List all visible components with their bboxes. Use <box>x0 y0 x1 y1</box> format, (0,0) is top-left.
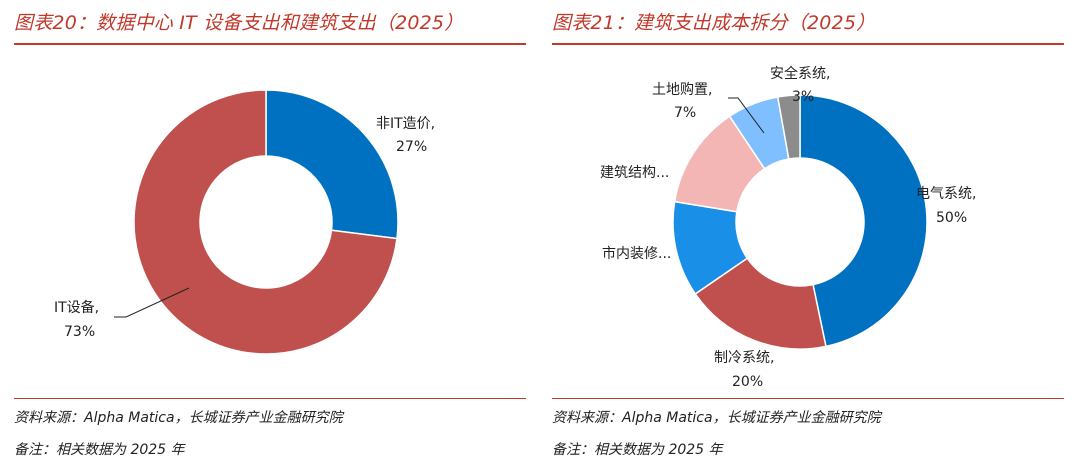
label-electrical-pct: 50% <box>936 210 967 226</box>
title-divider <box>552 43 1064 45</box>
slice-non-it-cost <box>265 89 399 240</box>
chart-title: 图表20：数据中心 IT 设备支出和建筑支出（2025） <box>14 12 464 34</box>
donut-chart-it-vs-building: 非IT造价, 27% IT设备, 73% <box>54 89 435 355</box>
footer-divider <box>552 398 1064 399</box>
remark-note: 备注：相关数据为 2025 年 <box>552 442 723 458</box>
label-cooling-pct: 20% <box>732 374 763 390</box>
label-land-pct: 7% <box>674 105 696 121</box>
label-it-equipment-name: IT设备, <box>54 299 99 316</box>
source-note: 资料来源：Alpha Matica，长城证券产业金融研究院 <box>552 410 881 426</box>
label-electrical-name: 电气系统, <box>916 186 976 202</box>
label-security-pct: 3% <box>792 89 814 105</box>
label-land-name: 土地购置, <box>652 82 712 98</box>
label-structure-name: 建筑结构... <box>600 165 669 181</box>
source-note: 资料来源：Alpha Matica，长城证券产业金融研究院 <box>14 410 343 426</box>
label-non-it-cost-name: 非IT造价, <box>376 116 435 132</box>
label-interior-name: 市内装修... <box>602 245 671 262</box>
panel-building-cost-breakdown: 图表21：建筑支出成本拆分（2025） 电气系统, 50% 制冷系统, 20% … <box>552 0 1066 466</box>
title-divider <box>14 43 526 45</box>
label-cooling-name: 制冷系统, <box>714 350 774 366</box>
footer-divider <box>14 398 526 399</box>
chart-title: 图表21：建筑支出成本拆分（2025） <box>552 12 876 34</box>
label-it-equipment-pct: 73% <box>64 324 95 340</box>
slice-it-equipment <box>133 89 398 355</box>
donut-chart-building-cost: 电气系统, 50% 制冷系统, 20% 市内装修... 建筑结构... 土地购置… <box>600 65 976 390</box>
leader-line-it-equipment <box>114 287 190 318</box>
slice-electrical-system <box>799 94 928 348</box>
label-security-name: 安全系统, <box>770 65 830 82</box>
label-non-it-cost-pct: 27% <box>396 139 427 155</box>
leader-line-land-purchase <box>728 97 765 134</box>
remark-note: 备注：相关数据为 2025 年 <box>14 442 185 458</box>
slice-security-system <box>776 94 801 160</box>
panel-it-vs-building: 图表20：数据中心 IT 设备支出和建筑支出（2025） 非IT造价, 27% … <box>14 0 528 466</box>
